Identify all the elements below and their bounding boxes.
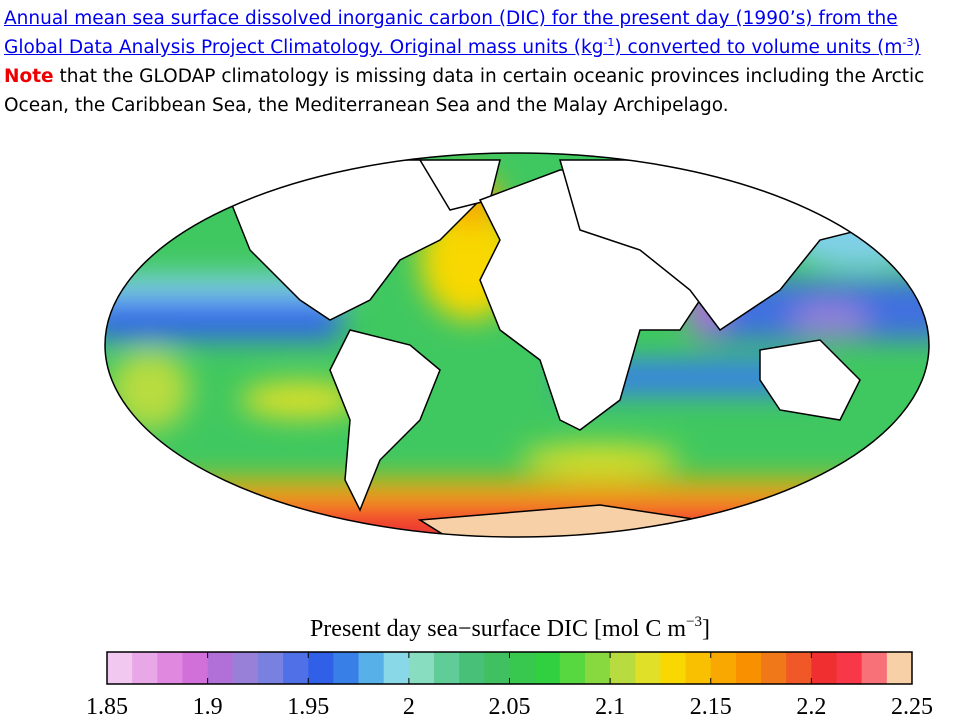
color-segment [383,652,410,684]
tick-label: 2.1 [595,694,625,720]
note-text: that the GLODAP climatology is missing d… [4,66,925,116]
tick-label: 1.9 [193,694,223,720]
tick-label: 1.95 [287,694,329,720]
colorbar: 1.85 1.9 1.95 2 2.05 2.1 2.15 2.2 2.25 Present da… [86,614,933,720]
color-segment [182,652,209,684]
color-segment [283,652,309,684]
color-segment [434,652,460,684]
color-segment [157,652,183,684]
color-segment [484,652,510,684]
color-segment [509,652,536,684]
color-segment [761,652,787,684]
tick-label: 2.15 [690,694,732,720]
color-segment [534,652,561,684]
superscript: −3 [686,614,702,630]
color-segment [735,652,762,684]
superscript: -1 [603,35,615,49]
tick-label: 2.25 [891,694,933,720]
color-segment [685,652,712,684]
title-text: ] [702,616,710,642]
colorbar-title: Present day sea−surface DIC [mol C m−3] [310,614,710,642]
color-segment [584,652,611,684]
caption-block: Annual mean sea surface dissolved inorga… [4,4,959,120]
color-segment [333,652,360,684]
color-segment [811,652,838,684]
color-segment [459,652,485,684]
color-segment [836,652,863,684]
tick-label: 1.85 [86,694,128,720]
title-text: Present day sea−surface DIC [mol C m [310,616,686,642]
color-segment [559,652,586,684]
color-segment [107,652,133,684]
map-outline [104,152,930,538]
color-segment [358,652,385,684]
color-segment [408,652,435,684]
color-segment [710,652,737,684]
caption-text: ) [913,37,921,58]
color-segment [257,652,284,684]
caption-link[interactable]: Annual mean sea surface dissolved inorga… [4,8,921,58]
color-segment [660,652,687,684]
color-segment [886,652,913,684]
color-segment [861,652,888,684]
tick-label: 2.05 [489,694,531,720]
color-segment [132,652,158,684]
caption-text: ) converted to volume units (m [614,37,903,58]
tick-label: 2 [403,694,415,720]
superscript: -3 [902,35,914,49]
color-segment [232,652,259,684]
color-segment [635,652,661,684]
color-segment [207,652,234,684]
note-label: Note [4,66,54,87]
color-segment [610,652,636,684]
color-segment [308,652,334,684]
caption-text: Annual mean sea surface dissolved inorga… [4,8,898,58]
map [105,153,929,537]
tick-label: 2.2 [796,694,826,720]
color-segment [786,652,812,684]
